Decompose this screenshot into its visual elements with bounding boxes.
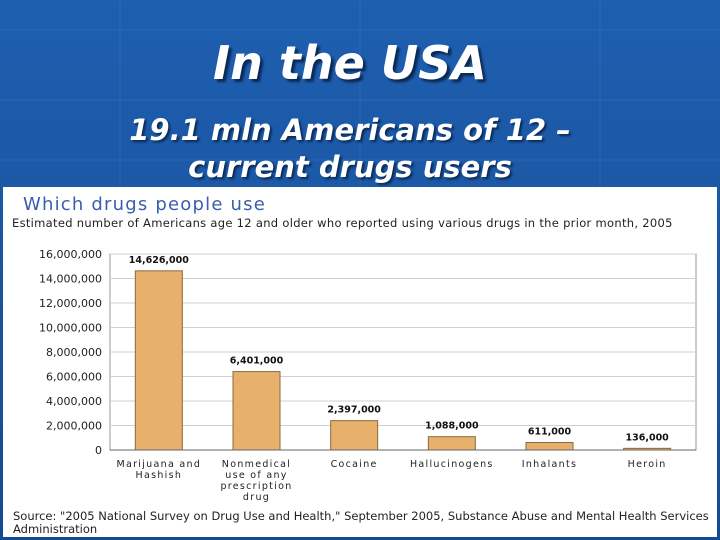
bar-chart: 0 2,000,000 4,000,000 6,000,000 8,000,000 10,… bbox=[39, 248, 697, 503]
bar bbox=[232, 371, 281, 451]
bar bbox=[525, 442, 574, 451]
y-tick-label: 6,000,000 bbox=[46, 371, 102, 384]
bar bbox=[330, 420, 379, 451]
subtitle-line-1: 19.1 mln Americans of 12 – bbox=[129, 113, 571, 147]
x-tick-label: Nonmedical use of any prescription drug bbox=[220, 459, 292, 503]
chart-subtitle: Estimated number of Americans age 12 and… bbox=[12, 216, 673, 230]
y-tick-label: 2,000,000 bbox=[46, 420, 102, 433]
data-label: 14,626,000 bbox=[129, 255, 189, 266]
y-tick-label: 14,000,000 bbox=[39, 273, 102, 286]
data-label: 136,000 bbox=[626, 432, 670, 443]
x-tick-label: Inhalants bbox=[522, 459, 578, 470]
y-tick-label: 0 bbox=[95, 444, 102, 457]
data-label: 2,397,000 bbox=[327, 405, 381, 416]
data-label: 6,401,000 bbox=[230, 356, 284, 367]
subtitle-line-2: current drugs users bbox=[188, 150, 512, 184]
x-tick-label: Cocaine bbox=[331, 459, 378, 470]
y-tick-label: 4,000,000 bbox=[46, 395, 102, 408]
slide-subtitle: 19.1 mln Americans of 12 – current drugs… bbox=[0, 112, 700, 186]
chart-title: Which drugs people use bbox=[23, 194, 266, 215]
slide-title: In the USA bbox=[213, 36, 487, 90]
chart-source: Source: "2005 National Survey on Drug Us… bbox=[13, 509, 709, 536]
x-tick-label: Hallucinogens bbox=[410, 459, 494, 470]
bar bbox=[427, 436, 476, 451]
y-tick-label: 12,000,000 bbox=[39, 297, 102, 310]
chart-panel: Which drugs people use Estimated number … bbox=[3, 187, 717, 537]
bar bbox=[134, 270, 183, 451]
data-label: 1,088,000 bbox=[425, 421, 479, 432]
data-label: 611,000 bbox=[528, 427, 572, 438]
x-tick-label: Marijuana and Hashish bbox=[116, 459, 201, 481]
y-tick-label: 8,000,000 bbox=[46, 346, 102, 359]
y-tick-label: 10,000,000 bbox=[39, 322, 102, 335]
y-tick-label: 16,000,000 bbox=[39, 248, 102, 261]
x-tick-label: Heroin bbox=[628, 459, 667, 470]
